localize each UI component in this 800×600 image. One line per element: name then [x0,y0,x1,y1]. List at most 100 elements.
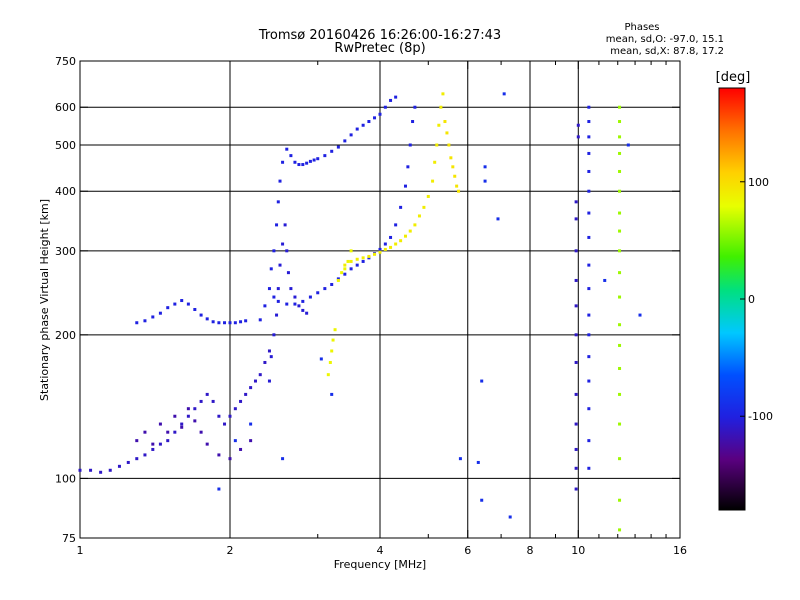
data-point [173,414,177,418]
data-point [435,143,439,147]
data-point [186,302,190,306]
data-point [618,422,622,426]
data-point [618,189,622,193]
data-point [278,179,282,183]
data-point [394,95,398,99]
data-point [323,287,327,291]
data-point [249,422,253,426]
chart-title: Tromsø 20160426 16:26:00-16:27:43 [258,28,501,43]
data-point [587,313,591,317]
data-point [263,360,267,364]
data-point [618,528,622,532]
data-point [244,392,248,396]
data-point [587,105,591,109]
data-point [151,315,155,319]
data-point [233,439,237,443]
data-point [574,392,578,396]
data-point [587,135,591,139]
data-point [618,135,622,139]
y-tick-label: 75 [62,532,76,545]
data-point [618,457,622,461]
data-point [408,229,412,233]
data-point [305,161,309,165]
data-point [276,200,280,204]
data-point [367,120,371,124]
data-point [289,287,293,291]
data-point [349,249,353,253]
data-point [166,306,170,310]
data-point [587,189,591,193]
data-point [483,179,487,183]
data-point [285,302,289,306]
data-point [476,460,480,464]
data-point [618,271,622,275]
data-point [143,319,147,323]
data-point [336,278,340,282]
data-point [108,468,112,472]
data-point [453,174,457,178]
data-point [135,439,139,443]
data-point [330,282,334,286]
data-point [443,120,447,124]
data-point [326,373,330,377]
data-point [618,295,622,299]
data-point [205,317,209,321]
x-tick-label: 10 [571,544,585,557]
x-axis-label: Frequency [MHz] [334,558,426,571]
data-point [258,318,262,322]
data-point [618,120,622,124]
data-point [301,299,305,303]
data-point [587,355,591,359]
data-point [373,116,377,120]
data-point [587,235,591,239]
data-point [618,211,622,215]
data-points [78,92,642,532]
data-point [281,160,285,164]
data-point [330,392,334,396]
data-point [346,259,350,263]
data-point [574,360,578,364]
data-point [151,442,155,446]
data-point [275,223,279,227]
data-point [394,242,398,246]
colorbar-label: [deg] [716,70,751,85]
data-point [449,156,453,160]
data-point [508,515,512,519]
data-point [626,143,630,147]
data-point [587,151,591,155]
data-point [186,407,190,411]
phases-x-stats: mean, sd,X: 87.8, 17.2 [610,46,724,57]
data-point [269,267,273,271]
colorbar-tick-label: 0 [748,293,755,306]
data-point [574,422,578,426]
data-point [117,464,121,468]
axes: 1 2 4 6 8 10 16 75 100 200 300 400 500 600 750 [55,55,687,557]
data-point [587,120,591,124]
data-point [441,92,445,96]
x-tick-label: 16 [673,544,687,557]
data-point [378,250,382,254]
data-point [301,308,305,312]
data-point [587,263,591,267]
data-point [78,468,82,472]
data-point [502,92,506,96]
data-point [574,249,578,253]
data-point [205,392,209,396]
data-point [278,263,282,267]
data-point [618,343,622,347]
data-point [343,267,347,271]
data-point [186,414,190,418]
data-point [233,321,237,325]
data-point [301,163,305,167]
data-point [367,254,371,258]
data-point [483,165,487,169]
data-point [618,323,622,327]
data-point [457,189,461,193]
data-point [349,267,353,271]
data-point [445,131,449,135]
phases-o-stats: mean, sd,O: -97.0, 15.1 [606,34,724,45]
data-point [258,373,262,377]
data-point [603,278,607,282]
data-point [587,211,591,215]
